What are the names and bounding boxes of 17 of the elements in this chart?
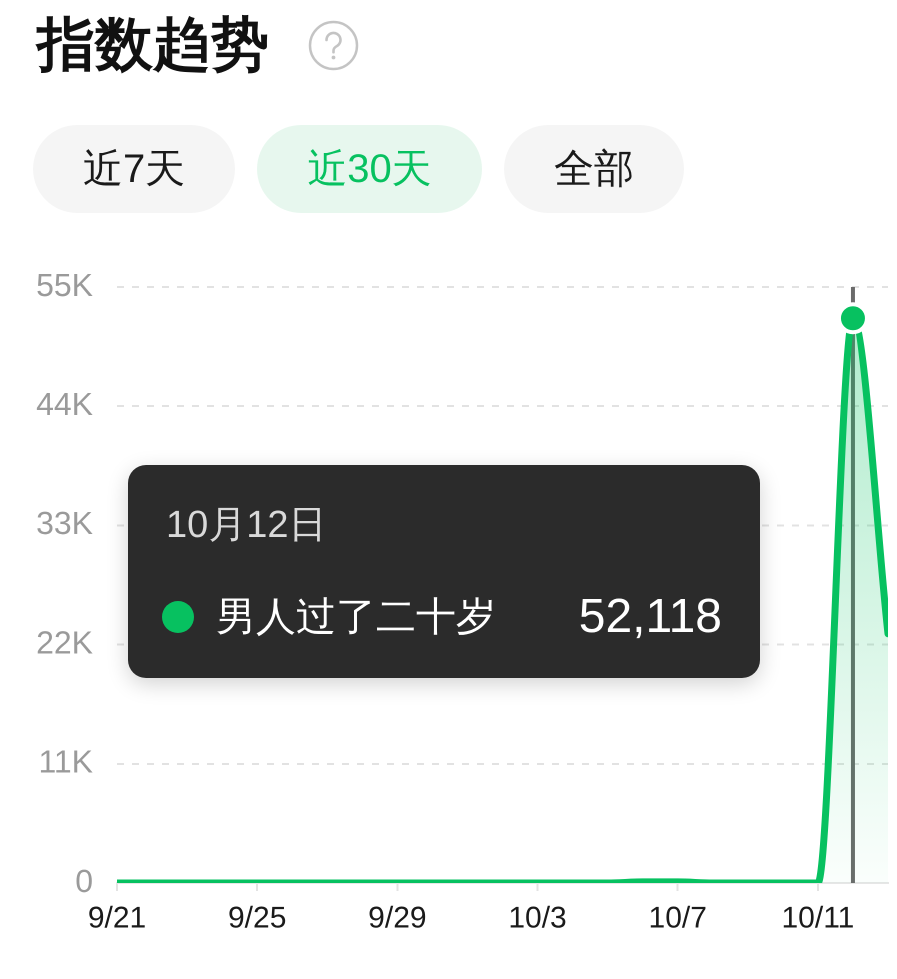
y-tick-label: 44K [36,386,93,422]
legend-label: 男人过了二十岁 [216,594,496,641]
x-tick-label: 10/7 [648,901,707,934]
y-tick-label: 11K [38,744,93,780]
x-tick-label: 10/3 [508,901,567,934]
x-tick-label: 9/25 [228,901,286,934]
x-tick-label: 9/21 [88,901,146,934]
chart-title: 指数趋势 [37,11,269,79]
annotation: 10月12日 [166,504,327,546]
y-tick-label: 22K [36,624,93,660]
x-tick-label: 9/29 [368,901,427,934]
y-tick-label: 0 [75,862,93,899]
x-tick-label: 10/11 [781,901,854,934]
annotation: 52,118 [578,589,722,645]
y-tick-label: 55K [36,266,93,303]
tooltip: 10月12日 男人过了二十岁 52,118 [128,465,760,678]
y-tick-label: 33K [36,505,93,542]
